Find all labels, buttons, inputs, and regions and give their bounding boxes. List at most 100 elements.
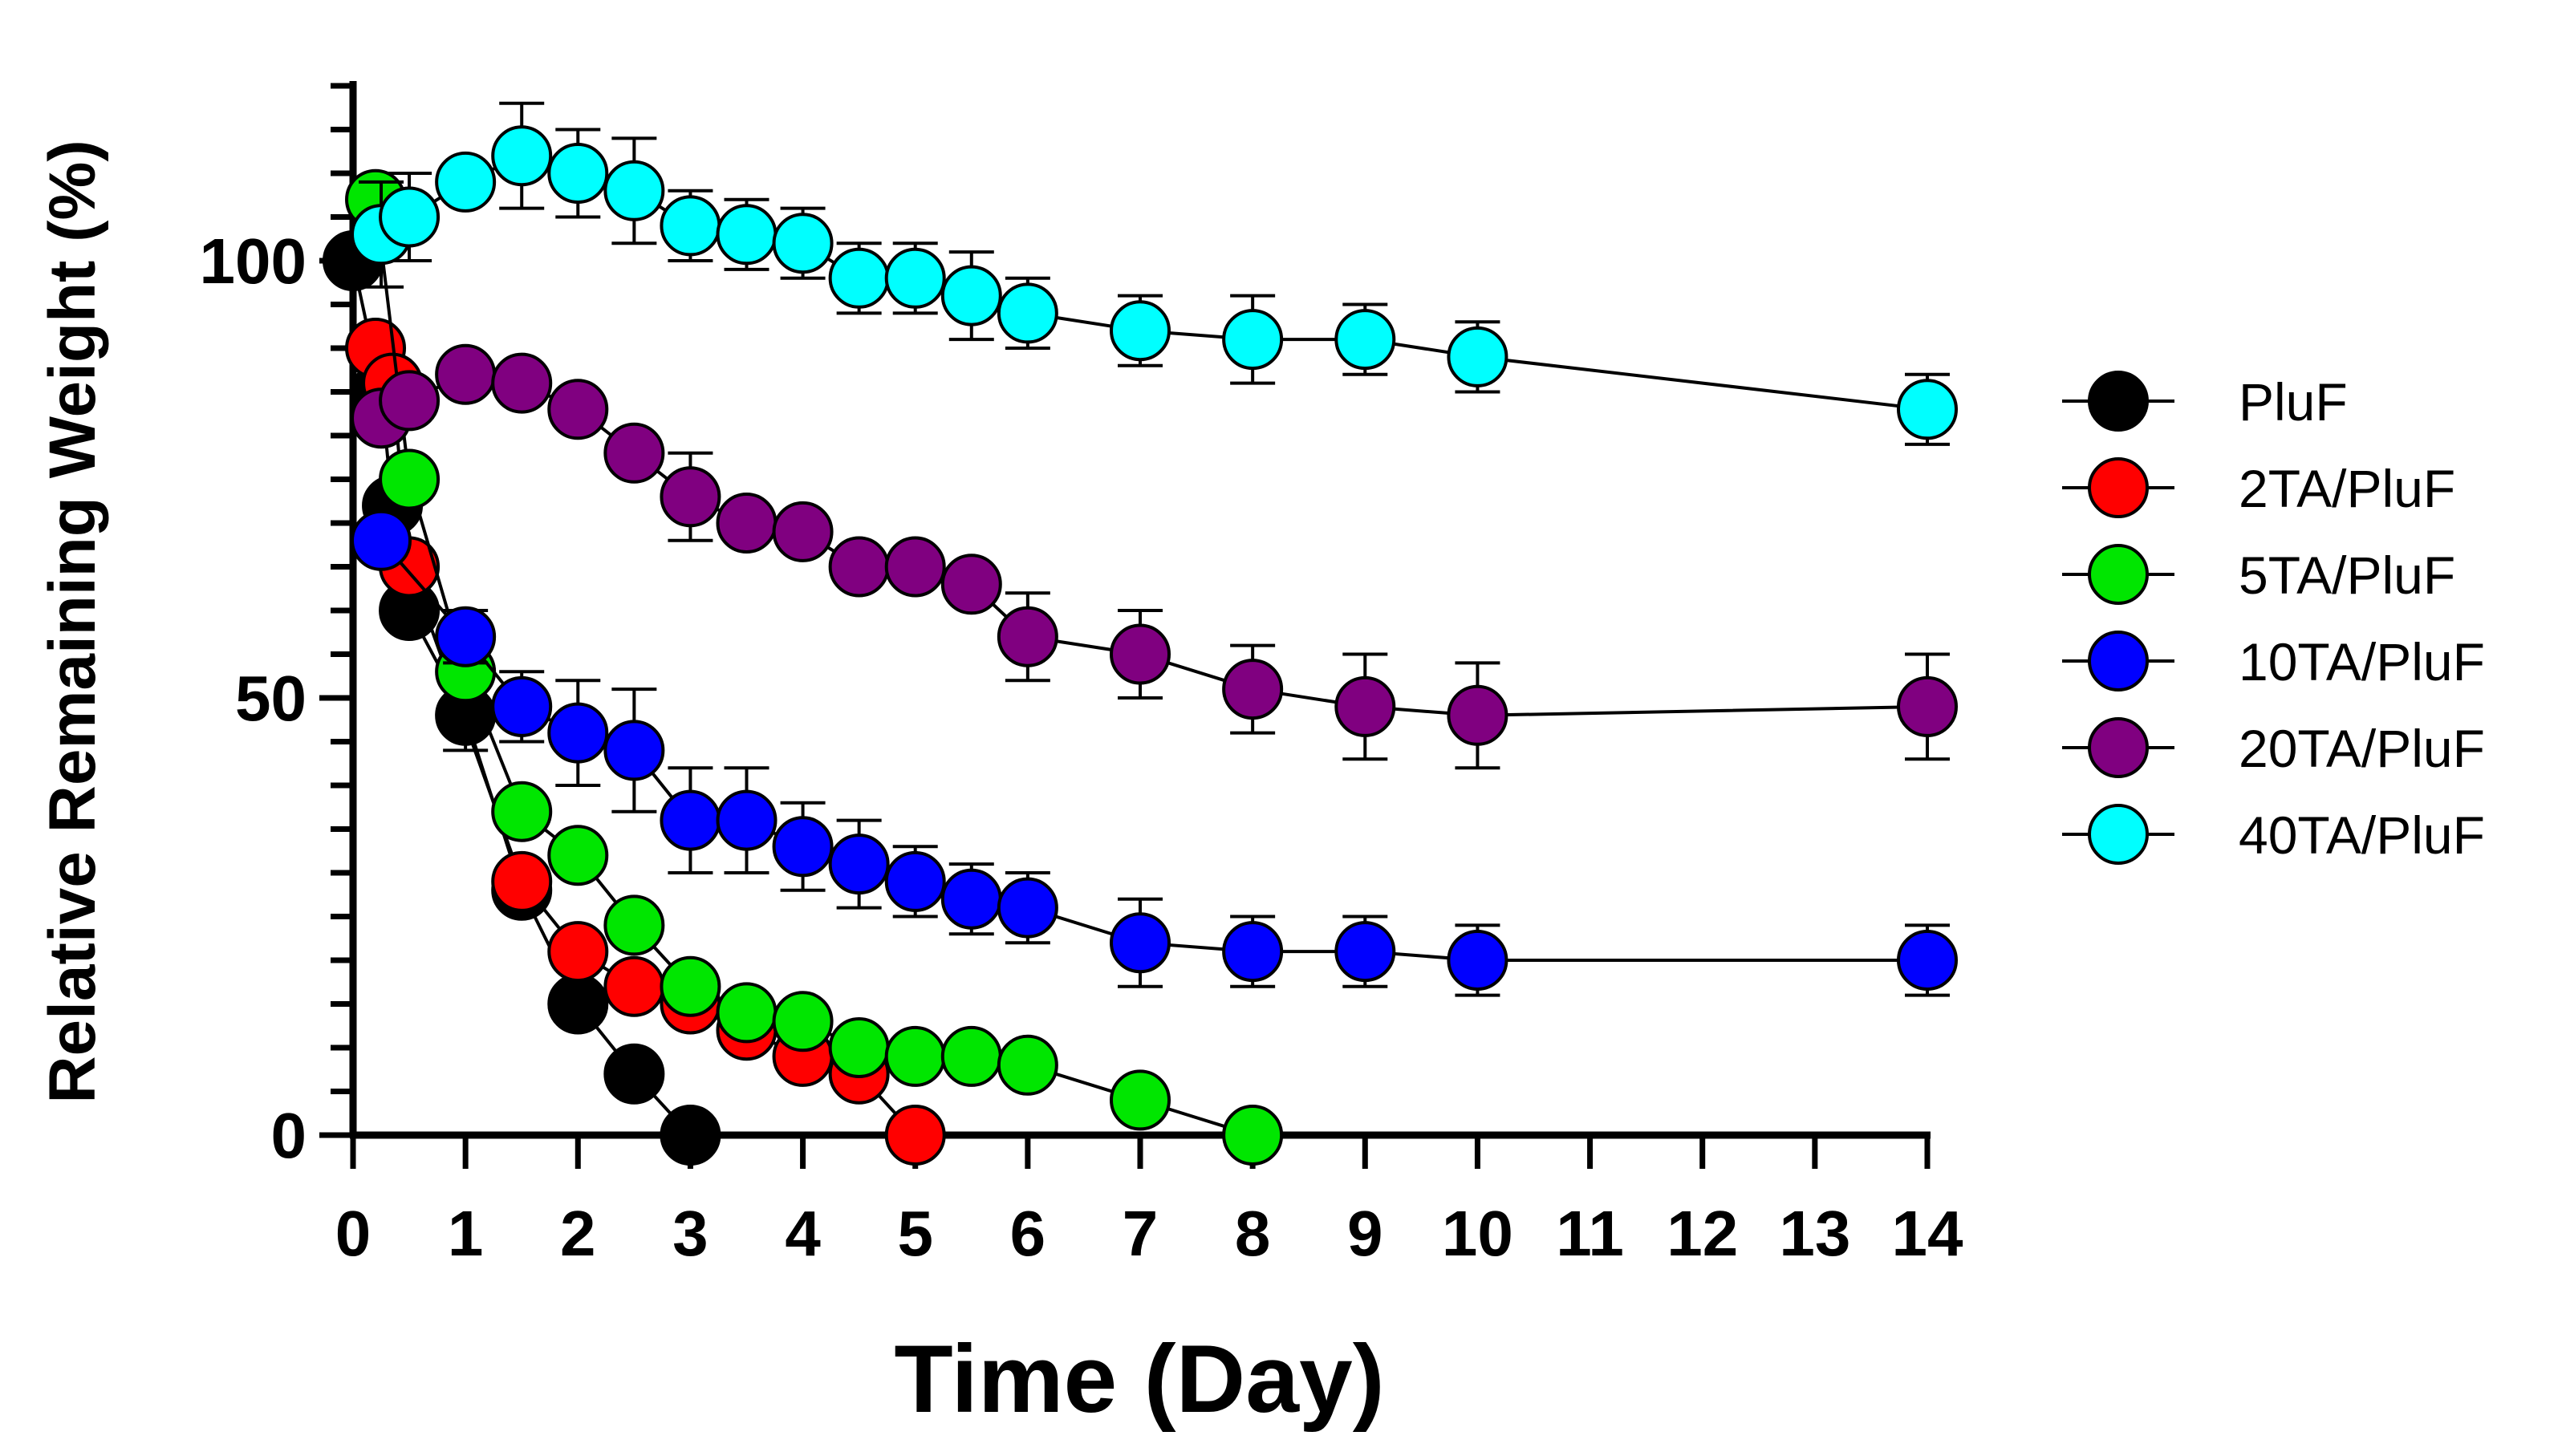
x-tick-label: 11 — [1556, 1198, 1624, 1269]
data-point — [1334, 675, 1396, 737]
data-point — [997, 282, 1058, 344]
data-point — [1222, 309, 1284, 371]
legend-marker — [2088, 457, 2149, 518]
data-point — [351, 509, 412, 571]
data-point — [1897, 675, 1958, 737]
data-point — [997, 1034, 1058, 1096]
data-point — [603, 955, 665, 1017]
x-tick-label: 0 — [335, 1198, 372, 1269]
data-point — [603, 1043, 665, 1105]
data-point — [997, 606, 1058, 667]
data-point — [940, 1025, 1002, 1087]
data-point — [828, 247, 890, 309]
legend-label: 20TA/PluF — [2239, 719, 2485, 778]
y-tick-label: 0 — [271, 1100, 307, 1171]
legend-label: 10TA/PluF — [2239, 632, 2485, 691]
data-point — [379, 186, 441, 248]
data-point — [884, 536, 946, 598]
data-point — [884, 1025, 946, 1087]
legend-marker — [2088, 717, 2149, 778]
data-point — [1110, 912, 1171, 974]
data-point — [491, 125, 553, 187]
x-tick-label: 12 — [1667, 1198, 1738, 1269]
data-point — [1447, 326, 1508, 387]
data-point — [940, 868, 1002, 930]
data-point — [491, 675, 553, 737]
data-point — [660, 1105, 721, 1166]
data-point — [828, 1017, 890, 1078]
data-point — [1110, 623, 1171, 685]
series-4 — [351, 509, 1958, 997]
x-axis-title: Time (Day) — [894, 1325, 1384, 1433]
data-point — [1897, 930, 1958, 991]
legend-label: 5TA/PluF — [2239, 545, 2455, 605]
data-point — [828, 536, 890, 598]
data-point — [491, 781, 553, 842]
data-point — [547, 825, 609, 886]
data-point — [1897, 379, 1958, 440]
data-point — [660, 789, 721, 851]
series-layer — [323, 101, 1958, 1166]
data-point — [379, 370, 441, 432]
data-point — [603, 422, 665, 484]
series-5 — [351, 343, 1958, 770]
data-point — [772, 991, 834, 1052]
x-tick-label: 1 — [448, 1198, 484, 1269]
data-point — [491, 850, 553, 912]
x-tick-label: 13 — [1779, 1198, 1850, 1269]
data-point — [379, 448, 441, 510]
data-point — [603, 894, 665, 956]
legend-label: 2TA/PluF — [2239, 459, 2455, 518]
data-point — [1110, 1069, 1171, 1131]
data-point — [660, 955, 721, 1017]
data-point — [1222, 921, 1284, 983]
x-tick-label: 5 — [897, 1198, 933, 1269]
data-point — [772, 213, 834, 274]
data-point — [716, 789, 778, 851]
data-point — [435, 606, 497, 667]
data-point — [547, 921, 609, 983]
y-tick-label: 100 — [200, 225, 307, 297]
data-point — [716, 982, 778, 1044]
data-point — [547, 143, 609, 204]
data-point — [884, 1105, 946, 1166]
data-point — [1110, 300, 1171, 362]
data-point — [884, 850, 946, 912]
legend: PluF 2TA/PluF 5TA/PluF 10TA/PluF 20TA/PluF 40… — [2062, 371, 2485, 865]
legend-marker — [2088, 371, 2149, 432]
data-point — [547, 973, 609, 1035]
legend-label: 40TA/PluF — [2239, 805, 2485, 865]
data-point — [547, 379, 609, 440]
legend-marker — [2088, 544, 2149, 605]
y-tick-label: 50 — [235, 663, 307, 734]
x-tick-label: 2 — [560, 1198, 596, 1269]
data-point — [660, 195, 721, 257]
data-point — [940, 554, 1002, 615]
x-tick-label: 4 — [785, 1198, 821, 1269]
data-point — [1222, 659, 1284, 720]
data-point — [547, 702, 609, 764]
legend-marker — [2088, 804, 2149, 865]
data-point — [603, 720, 665, 781]
data-point — [435, 151, 497, 213]
series-6 — [351, 101, 1958, 446]
x-tick-label: 10 — [1442, 1198, 1513, 1269]
data-point — [1222, 1105, 1284, 1166]
data-point — [435, 343, 497, 405]
data-point — [828, 833, 890, 895]
x-tick-label: 6 — [1010, 1198, 1046, 1269]
data-point — [660, 466, 721, 528]
data-point — [940, 265, 1002, 326]
data-point — [1447, 930, 1508, 991]
data-point — [884, 247, 946, 309]
data-point — [772, 816, 834, 878]
legend-marker — [2088, 631, 2149, 691]
data-point — [1447, 684, 1508, 746]
x-tick-label: 9 — [1347, 1198, 1383, 1269]
x-tick-label: 8 — [1235, 1198, 1271, 1269]
x-tick-label: 7 — [1123, 1198, 1159, 1269]
data-point — [997, 877, 1058, 939]
data-point — [716, 204, 778, 266]
data-point — [1334, 309, 1396, 371]
data-point — [603, 160, 665, 221]
